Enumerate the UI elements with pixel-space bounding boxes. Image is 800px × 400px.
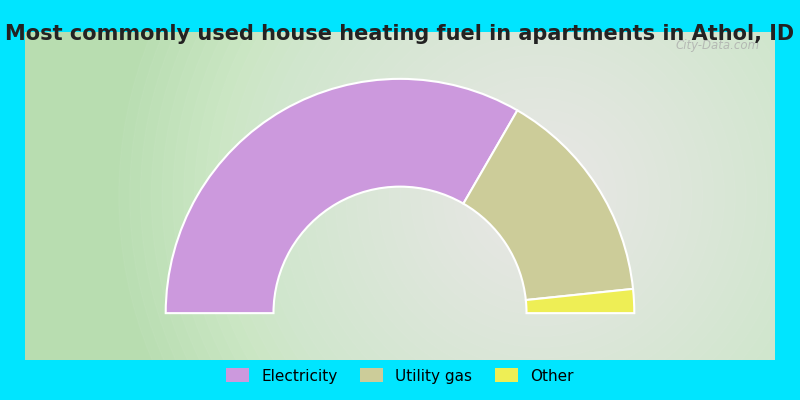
Wedge shape <box>463 110 633 300</box>
Text: Most commonly used house heating fuel in apartments in Athol, ID: Most commonly used house heating fuel in… <box>6 24 794 44</box>
Wedge shape <box>526 289 634 313</box>
Legend: Electricity, Utility gas, Other: Electricity, Utility gas, Other <box>220 362 580 390</box>
Text: City-Data.com: City-Data.com <box>676 38 760 52</box>
Wedge shape <box>166 79 518 313</box>
